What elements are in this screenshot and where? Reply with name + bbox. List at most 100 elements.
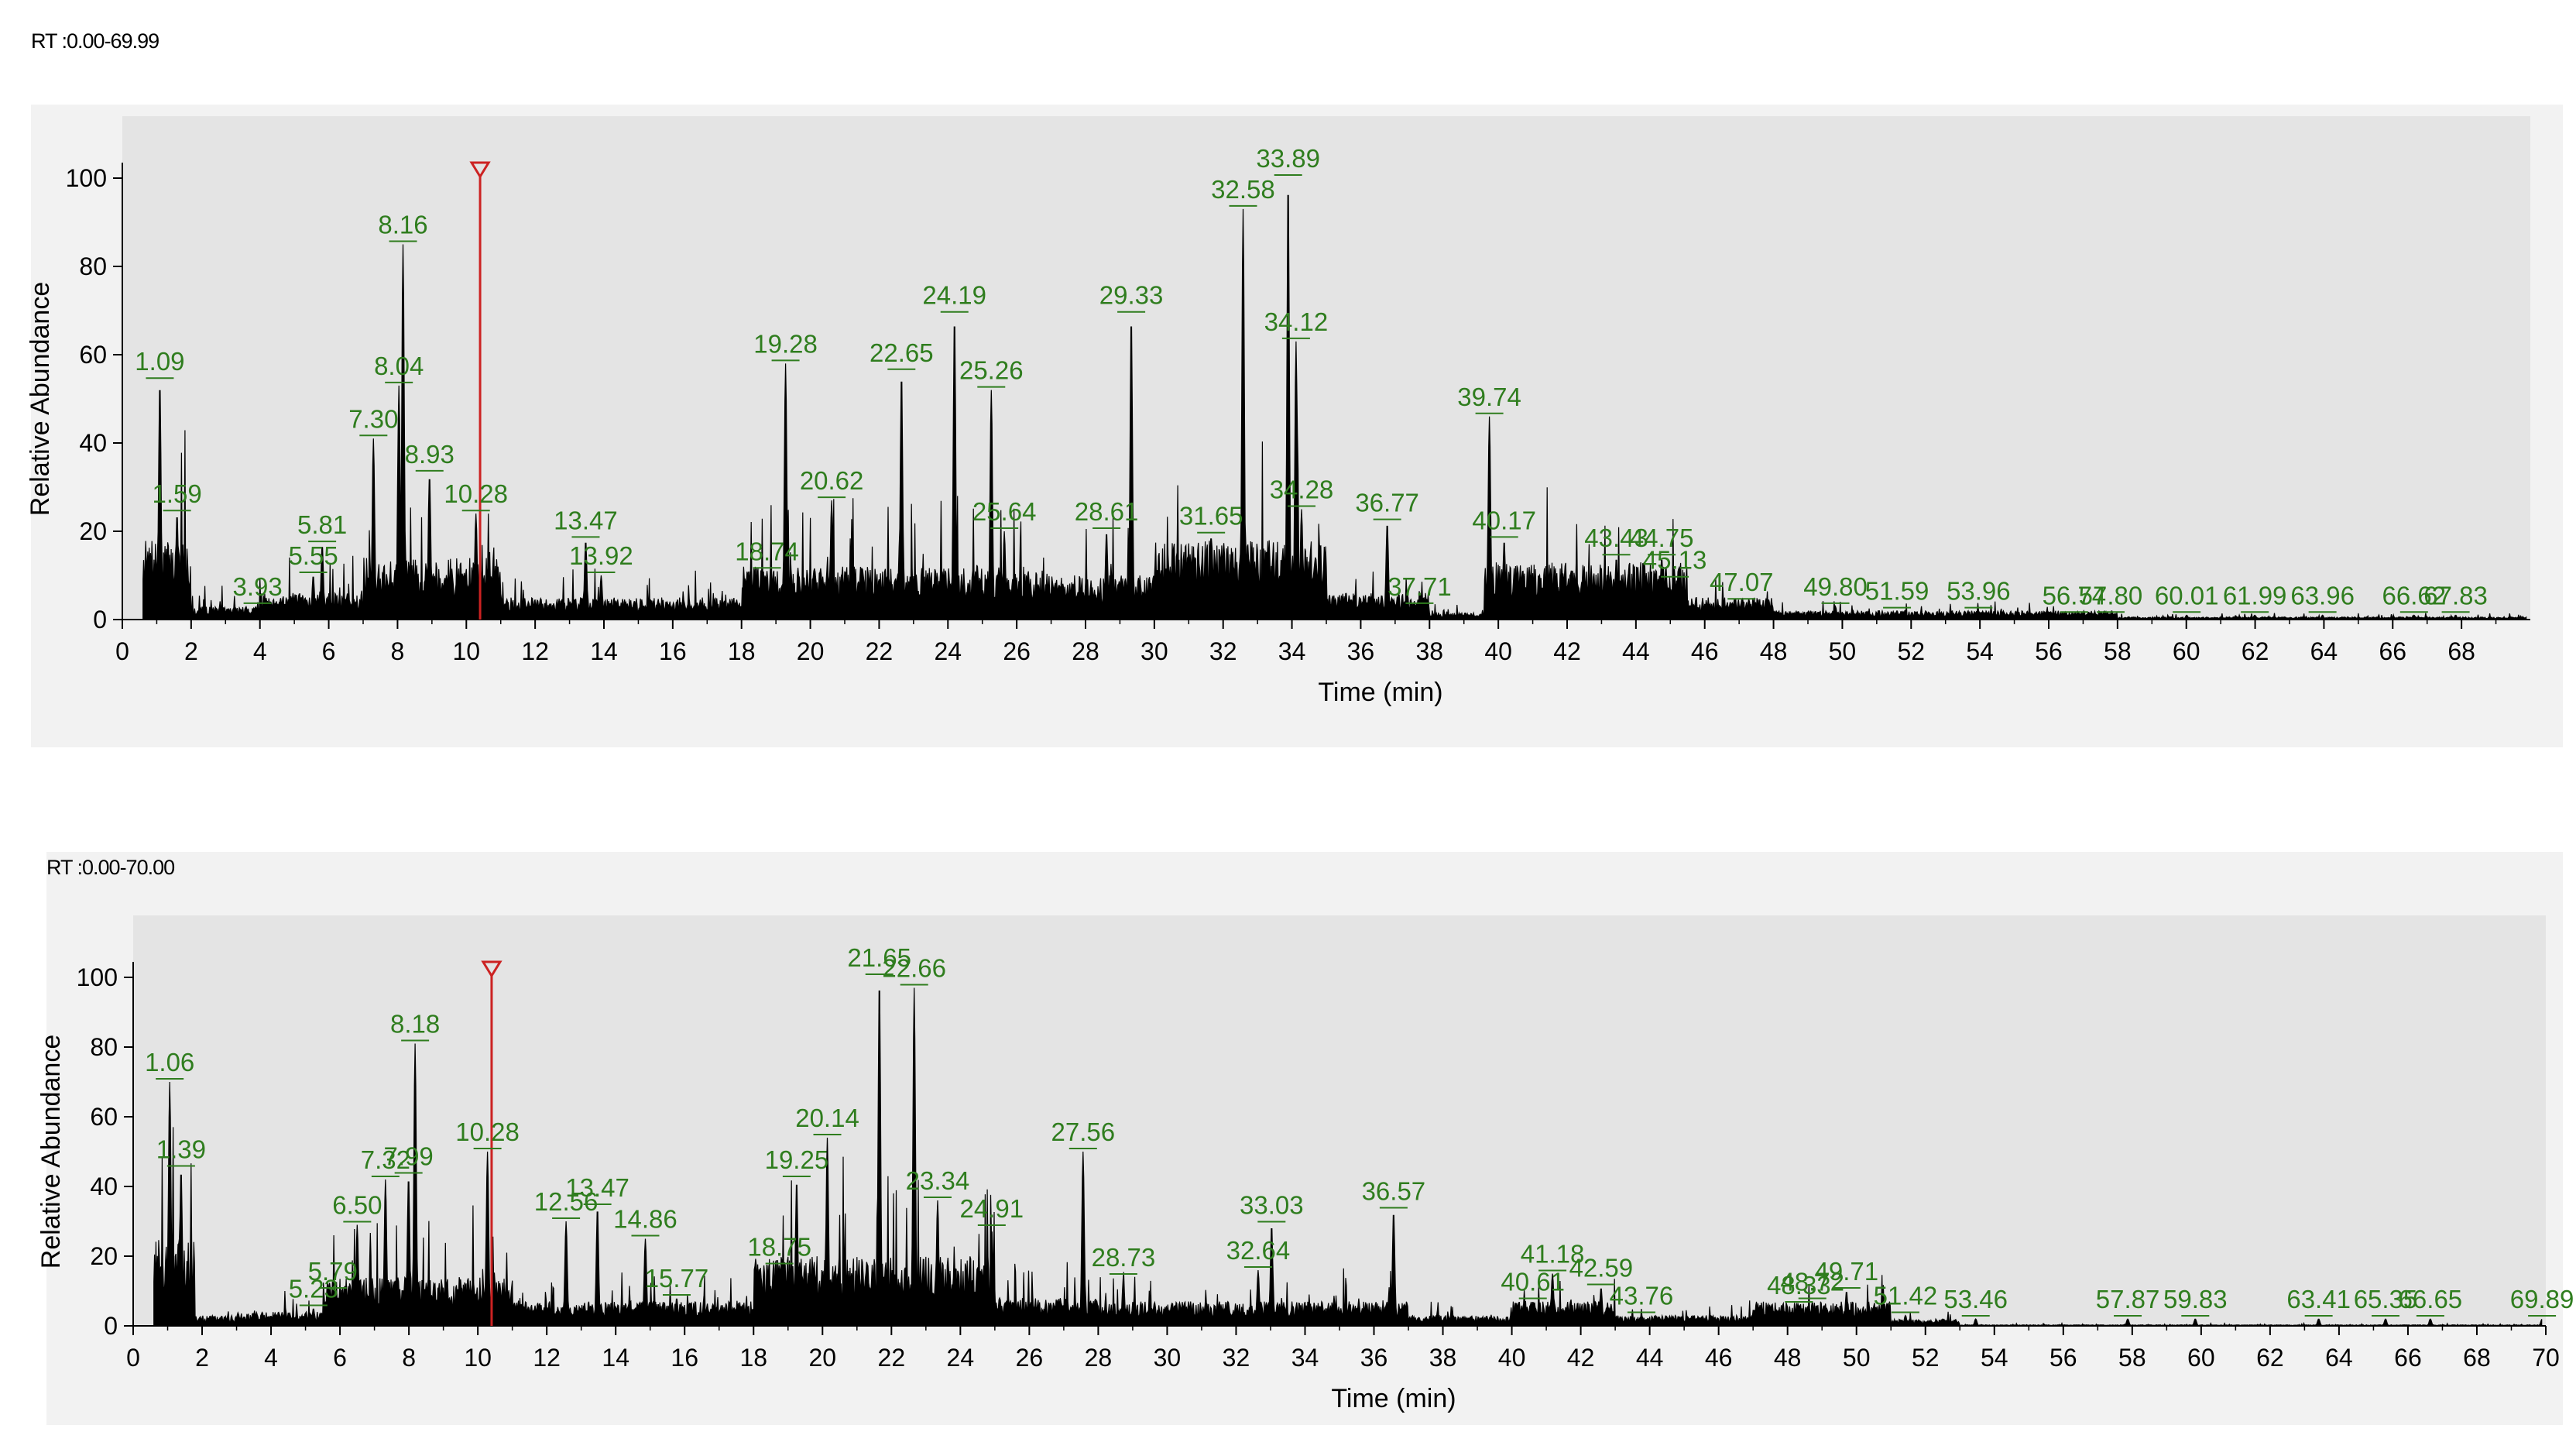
peak-label: 19.28 bbox=[753, 329, 818, 358]
peak-label: 49.71 bbox=[1815, 1257, 1879, 1286]
peak-label: 10.28 bbox=[455, 1118, 520, 1146]
x-tick-label: 30 bbox=[1154, 1344, 1182, 1372]
peak-label: 36.57 bbox=[1362, 1177, 1426, 1206]
peak-label: 57.87 bbox=[2096, 1285, 2160, 1313]
x-tick-label: 68 bbox=[2447, 637, 2475, 665]
peak-label: 69.89 bbox=[2510, 1285, 2574, 1313]
x-tick-label: 2 bbox=[184, 637, 198, 665]
y-axis-title: Relative Abundance bbox=[26, 282, 55, 516]
x-tick-label: 42 bbox=[1553, 637, 1581, 665]
peak-label: 66.65 bbox=[2399, 1285, 2463, 1313]
x-tick-label: 70 bbox=[2532, 1344, 2560, 1372]
x-tick-label: 8 bbox=[391, 637, 405, 665]
peak-label: 25.26 bbox=[959, 356, 1024, 385]
peak-label: 13.47 bbox=[565, 1173, 629, 1202]
x-tick-label: 24 bbox=[934, 637, 962, 665]
peak-label: 14.86 bbox=[613, 1205, 677, 1234]
x-tick-label: 30 bbox=[1141, 637, 1168, 665]
x-tick-label: 44 bbox=[1622, 637, 1650, 665]
x-tick-label: 54 bbox=[1981, 1344, 2008, 1372]
peak-label: 18.75 bbox=[747, 1233, 811, 1262]
peak-label: 8.16 bbox=[378, 211, 427, 239]
y-tick-label: 0 bbox=[93, 606, 107, 634]
plot-area bbox=[122, 116, 2530, 620]
x-tick-label: 24 bbox=[947, 1344, 975, 1372]
x-tick-label: 52 bbox=[1897, 637, 1925, 665]
x-tick-label: 26 bbox=[1016, 1344, 1044, 1372]
x-tick-label: 8 bbox=[402, 1344, 416, 1372]
peak-label: 7.99 bbox=[384, 1142, 434, 1171]
x-tick-label: 40 bbox=[1498, 1344, 1526, 1372]
plot-area bbox=[133, 915, 2546, 1326]
peak-label: 42.59 bbox=[1569, 1254, 1634, 1282]
peak-label: 1.39 bbox=[156, 1135, 206, 1164]
x-tick-label: 16 bbox=[659, 637, 687, 665]
x-tick-label: 18 bbox=[728, 637, 756, 665]
peak-label: 41.18 bbox=[1521, 1240, 1585, 1269]
peak-label: 5.55 bbox=[288, 541, 338, 570]
x-tick-label: 48 bbox=[1774, 1344, 1802, 1372]
x-tick-label: 6 bbox=[333, 1344, 347, 1372]
x-tick-label: 66 bbox=[2394, 1344, 2422, 1372]
peak-label: 48.33 bbox=[1767, 1271, 1831, 1300]
x-tick-label: 68 bbox=[2463, 1344, 2491, 1372]
x-tick-label: 26 bbox=[1003, 637, 1031, 665]
peak-label: 63.96 bbox=[2290, 581, 2355, 609]
peak-label: 53.46 bbox=[1943, 1285, 2008, 1313]
peak-label: 24.91 bbox=[960, 1194, 1024, 1223]
peak-label: 59.83 bbox=[2163, 1285, 2228, 1313]
x-tick-label: 66 bbox=[2379, 637, 2406, 665]
peak-label: 56.74 bbox=[2043, 581, 2107, 609]
peak-label: 67.83 bbox=[2423, 581, 2488, 609]
x-tick-label: 16 bbox=[671, 1344, 698, 1372]
x-tick-label: 46 bbox=[1705, 1344, 1733, 1372]
peak-label: 39.74 bbox=[1457, 383, 1521, 411]
peak-label: 23.34 bbox=[906, 1166, 970, 1195]
peak-label: 53.96 bbox=[1947, 577, 2011, 606]
peak-label: 32.58 bbox=[1211, 175, 1275, 204]
peak-label: 34.12 bbox=[1264, 307, 1329, 336]
y-tick-label: 0 bbox=[104, 1312, 118, 1340]
x-tick-label: 38 bbox=[1429, 1344, 1457, 1372]
x-tick-label: 60 bbox=[2173, 637, 2200, 665]
x-tick-label: 10 bbox=[452, 637, 480, 665]
peak-label: 15.77 bbox=[645, 1264, 709, 1293]
y-tick-label: 40 bbox=[79, 429, 107, 457]
peak-label: 43.43 bbox=[1584, 524, 1648, 552]
x-tick-label: 42 bbox=[1567, 1344, 1595, 1372]
peak-label: 61.99 bbox=[2223, 581, 2287, 609]
peak-label: 13.47 bbox=[554, 506, 618, 534]
x-tick-label: 52 bbox=[1912, 1344, 1940, 1372]
peak-label: 24.19 bbox=[922, 281, 986, 310]
x-tick-label: 2 bbox=[195, 1344, 209, 1372]
peak-label: 7.30 bbox=[348, 404, 398, 433]
peak-label: 40.61 bbox=[1501, 1268, 1565, 1296]
peak-label: 40.17 bbox=[1472, 506, 1536, 534]
peak-label: 33.89 bbox=[1256, 144, 1320, 173]
x-axis-title: Time (min) bbox=[1331, 1384, 1456, 1413]
x-tick-label: 20 bbox=[808, 1344, 836, 1372]
x-tick-label: 58 bbox=[2118, 1344, 2146, 1372]
peak-label: 8.93 bbox=[405, 440, 454, 469]
peak-label: 48.72 bbox=[1780, 1268, 1844, 1296]
peak-label: 31.65 bbox=[1179, 502, 1243, 530]
peak-label: 29.33 bbox=[1099, 281, 1164, 310]
peak-label: 8.04 bbox=[374, 352, 424, 380]
x-tick-label: 50 bbox=[1843, 1344, 1871, 1372]
x-tick-label: 22 bbox=[866, 637, 894, 665]
x-tick-label: 22 bbox=[878, 1344, 906, 1372]
peak-label: 12.56 bbox=[534, 1187, 599, 1216]
chromatogram-trace bbox=[142, 194, 2527, 620]
peak-label: 3.93 bbox=[232, 572, 282, 601]
y-tick-label: 100 bbox=[66, 164, 107, 192]
peak-label: 66.62 bbox=[2382, 581, 2447, 609]
peak-label: 6.50 bbox=[332, 1191, 382, 1220]
x-tick-label: 64 bbox=[2325, 1344, 2353, 1372]
y-tick-label: 40 bbox=[90, 1173, 118, 1200]
x-tick-label: 64 bbox=[2310, 637, 2338, 665]
y-tick-label: 80 bbox=[79, 252, 107, 280]
peak-label: 1.09 bbox=[135, 347, 184, 376]
x-tick-label: 20 bbox=[797, 637, 825, 665]
peak-label: 20.14 bbox=[795, 1104, 859, 1132]
peak-label: 22.66 bbox=[882, 954, 946, 983]
